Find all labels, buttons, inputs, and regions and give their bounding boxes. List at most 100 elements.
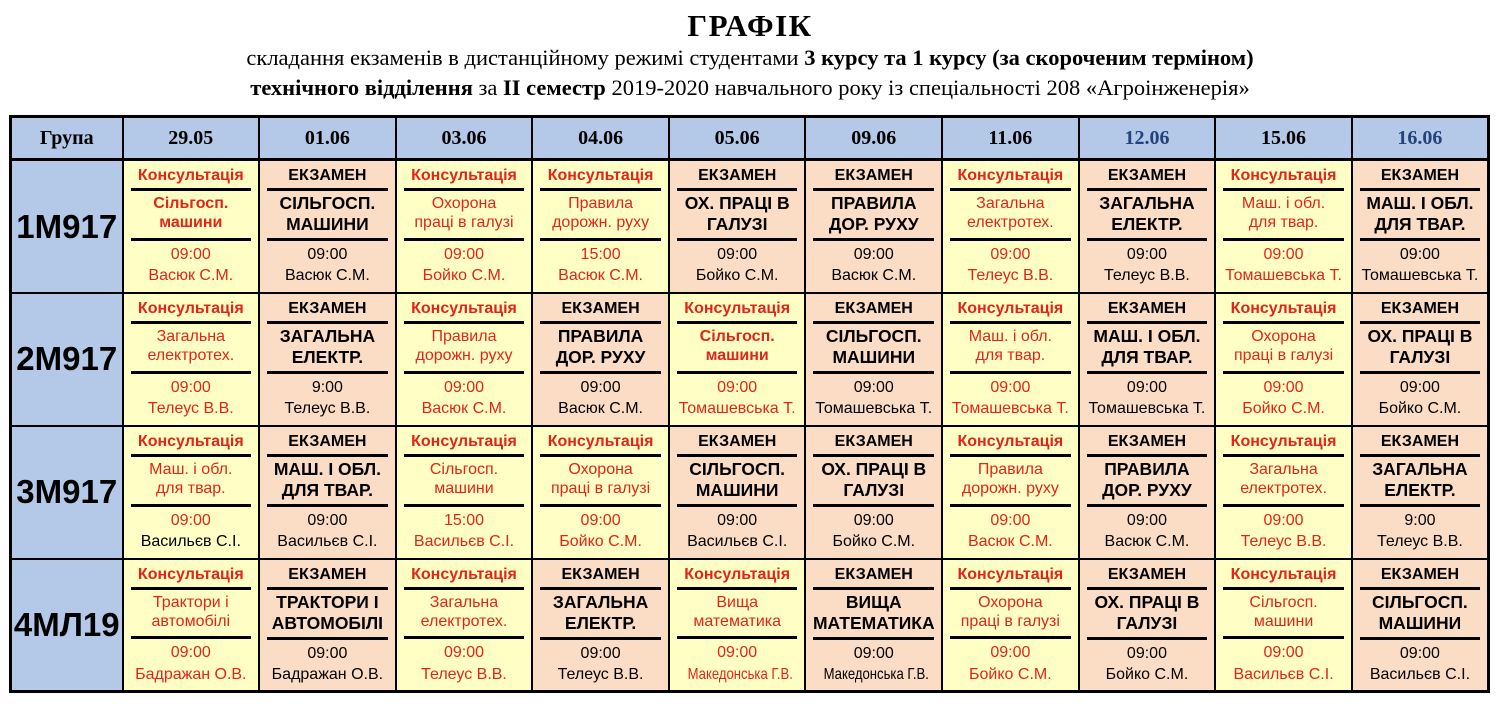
cell-footer: 09:00 Бойко С.М. [812, 507, 935, 552]
subject-label: Загальна електротех. [130, 324, 252, 374]
schedule-row: 2М917 Консультація Загальна електротех. 09:… [9, 291, 1490, 427]
exam-cell: ЕКЗАМЕН СІЛЬГОСП. МАШИНИ 09:00 Васюк С.М. [258, 158, 397, 294]
consultation-cell: Консультація Трактори і автомобілі 09:00 Ба… [121, 557, 261, 693]
cell-footer: 09:00 Бойко С.М. [539, 507, 662, 552]
teacher-label: Васюк С.М. [558, 399, 643, 417]
group-name: 2М917 [9, 291, 124, 427]
cell-footer: 09:00 Васильєв С.І. [266, 507, 389, 552]
event-type-label: ЕКЗАМЕН [267, 565, 388, 590]
cell-content: Консультація Маш. і обл. для твар. 09:00 То… [943, 296, 1078, 423]
time-label: 09:00 [853, 644, 894, 662]
cell-footer: 09:00 Васюк С.М. [266, 241, 389, 286]
cell-content: ЕКЗАМЕН ВИЩА МАТЕМАТИКА 09:00 Македонська Г… [806, 562, 941, 689]
cell-content: ЕКЗАМЕН ОХ. ПРАЦІ В ГАЛУЗІ 09:00 Бойко С.М. [1353, 296, 1487, 423]
time-label: 09:00 [170, 511, 211, 529]
exam-cell: ЕКЗАМЕН ЗАГАЛЬНА ЕЛЕКТР. 9:00 Телеус В.В. [1350, 424, 1490, 560]
teacher-label: Бойко С.М. [1242, 399, 1325, 417]
event-type-label: Консультація [540, 166, 661, 192]
cell-content: ЕКЗАМЕН ОХ. ПРАЦІ В ГАЛУЗІ 09:00 Бойко С.М. [1080, 562, 1215, 689]
event-type-label: Консультація [130, 299, 252, 324]
subtitle-text-bold: 3 курсу та 1 курсу (за скороченим термін… [804, 45, 1254, 71]
event-type-label: ЕКЗАМЕН [1086, 432, 1208, 457]
subject-label: Охорона праці в галузі [950, 590, 1071, 640]
cell-content: ЕКЗАМЕН СІЛЬГОСП. МАШИНИ 09:00 Васюк С.М. [260, 163, 395, 290]
time-label: 09:00 [1399, 378, 1440, 396]
subject-label: Правила дорожн. руху [540, 191, 661, 241]
event-type-label: ЕКЗАМЕН [813, 432, 935, 457]
teacher-label: Телеус В.В. [557, 665, 644, 683]
cell-content: ЕКЗАМЕН МАШ. І ОБЛ. ДЛЯ ТВАР. 09:00 Томашев… [1353, 163, 1487, 290]
subject-label: Правила дорожн. руху [403, 324, 525, 374]
teacher-label: Телеус В.В. [147, 399, 234, 417]
consultation-cell: Консультація Правила дорожн. руху 09:00 Вас… [394, 291, 534, 427]
consultation-cell: Консультація Сільгосп. машини 09:00 Васюк С… [121, 158, 261, 294]
teacher-label: Васильєв С.І. [1369, 665, 1471, 683]
group-name: 4МЛ19 [9, 557, 124, 693]
cell-footer: 09:00 Томашевська Т. [676, 374, 799, 419]
cell-footer: 09:00 Бойко С.М. [949, 639, 1072, 684]
teacher-label: Томашевська Т. [951, 399, 1069, 417]
teacher-label: Томашевська Т. [678, 399, 796, 417]
teacher-label: Бадражан О.В. [135, 665, 247, 683]
cell-content: Консультація Вища математика 09:00 Македонс… [670, 562, 805, 689]
event-type-label: Консультація [676, 565, 798, 590]
exam-cell: ЕКЗАМЕН ОХ. ПРАЦІ В ГАЛУЗІ 09:00 Бойко С.М. [667, 158, 807, 294]
subtitle-text-bold: ІІ семестр [503, 75, 606, 101]
time-label: 09:00 [170, 378, 211, 396]
teacher-label: Телеус В.В. [1240, 532, 1327, 550]
cell-footer: 09:00 Бойко С.М. [1086, 640, 1209, 685]
subject-label: ЗАГАЛЬНА ЕЛЕКТР. [267, 324, 388, 374]
teacher-label: Васильєв С.І. [687, 532, 788, 550]
time-label: 09:00 [580, 644, 621, 662]
schedule-table: Група 29.05 01.06 03.06 04.06 05.06 09.06 11.06… [9, 115, 1490, 694]
teacher-label: Бойко С.М. [969, 665, 1052, 683]
exam-cell: ЕКЗАМЕН ПРАВИЛА ДОР. РУХУ 09:00 Васюк С.М. [1077, 424, 1217, 560]
exam-cell: ЕКЗАМЕН СІЛЬГОСП. МАШИНИ 09:00 Васильєв С.І… [1350, 557, 1490, 693]
cell-footer: 09:00 Телеус В.В. [130, 374, 253, 419]
time-label: 09:00 [717, 644, 758, 662]
subject-label: ВИЩА МАТЕМАТИКА [813, 590, 935, 640]
cell-footer: 09:00 Васюк С.М. [1086, 507, 1209, 552]
time-label: 15:00 [443, 511, 484, 529]
exam-cell: ЕКЗАМЕН ОХ. ПРАЦІ В ГАЛУЗІ 09:00 Бойко С.М. [1350, 291, 1490, 427]
subject-label: Сільгосп. машини [1223, 590, 1344, 640]
cell-content: Консультація Сільгосп. машини 09:00 Васильє… [1216, 562, 1351, 689]
event-type-label: Консультація [1223, 299, 1344, 324]
cell-content: Консультація Сільгосп. машини 15:00 Васильє… [397, 429, 532, 556]
cell-footer: 9:00 Телеус В.В. [1359, 507, 1481, 552]
time-label: 09:00 [990, 511, 1031, 529]
event-type-label: ЕКЗАМЕН [1086, 565, 1208, 590]
cell-content: Консультація Охорона праці в галузі 09:00 Б… [1216, 296, 1351, 423]
event-type-label: ЕКЗАМЕН [267, 432, 388, 457]
date-column-header: 01.06 [258, 115, 397, 161]
subject-label: Вища математика [676, 590, 798, 640]
subtitle-line-1: складання екзаменів в дистанційному режи… [0, 43, 1500, 73]
subject-label: Загальна електротех. [950, 191, 1071, 241]
exam-cell: ЕКЗАМЕН СІЛЬГОСП. МАШИНИ 09:00 Васильєв С.І… [667, 424, 807, 560]
cell-footer: 9:00 Телеус В.В. [266, 374, 389, 419]
teacher-label: Васюк С.М. [558, 267, 643, 285]
cell-content: ЕКЗАМЕН ПРАВИЛА ДОР. РУХУ 09:00 Васюк С.М. [1080, 429, 1215, 556]
cell-footer: 09:00 Бадражан О.В. [130, 639, 253, 684]
group-name: 3М917 [9, 424, 124, 560]
cell-footer: 09:00 Македонська Г.В. [676, 639, 799, 684]
consultation-cell: Консультація Охорона праці в галузі 09:00 Б… [394, 158, 534, 294]
consultation-cell: Консультація Загальна електротех. 09:00 Тел… [121, 291, 261, 427]
exam-cell: ЕКЗАМЕН СІЛЬГОСП. МАШИНИ 09:00 Томашевська … [804, 291, 944, 427]
subject-label: СІЛЬГОСП. МАШИНИ [1359, 590, 1480, 640]
teacher-label: Бойко С.М. [695, 267, 779, 285]
time-label: 09:00 [1263, 644, 1304, 662]
cell-footer: 09:00 Томашевська Т. [1222, 241, 1345, 286]
teacher-label: Васильєв С.І. [277, 532, 378, 550]
subject-label: Охорона праці в галузі [540, 457, 661, 507]
teacher-label: Васюк С.М. [967, 532, 1053, 550]
cell-footer: 09:00 Васюк С.М. [812, 241, 935, 286]
event-type-label: Консультація [403, 299, 525, 324]
teacher-label: Македонська Г.В. [687, 665, 793, 683]
consultation-cell: Консультація Загальна електротех. 09:00 Тел… [394, 557, 534, 693]
teacher-label: Васюк С.М. [1104, 532, 1190, 550]
time-label: 15:00 [580, 245, 621, 263]
subject-label: Правила дорожн. руху [950, 457, 1071, 507]
time-label: 9:00 [1404, 511, 1436, 529]
schedule-row: 4МЛ19 Консультація Трактори і автомобілі 09… [9, 557, 1490, 693]
